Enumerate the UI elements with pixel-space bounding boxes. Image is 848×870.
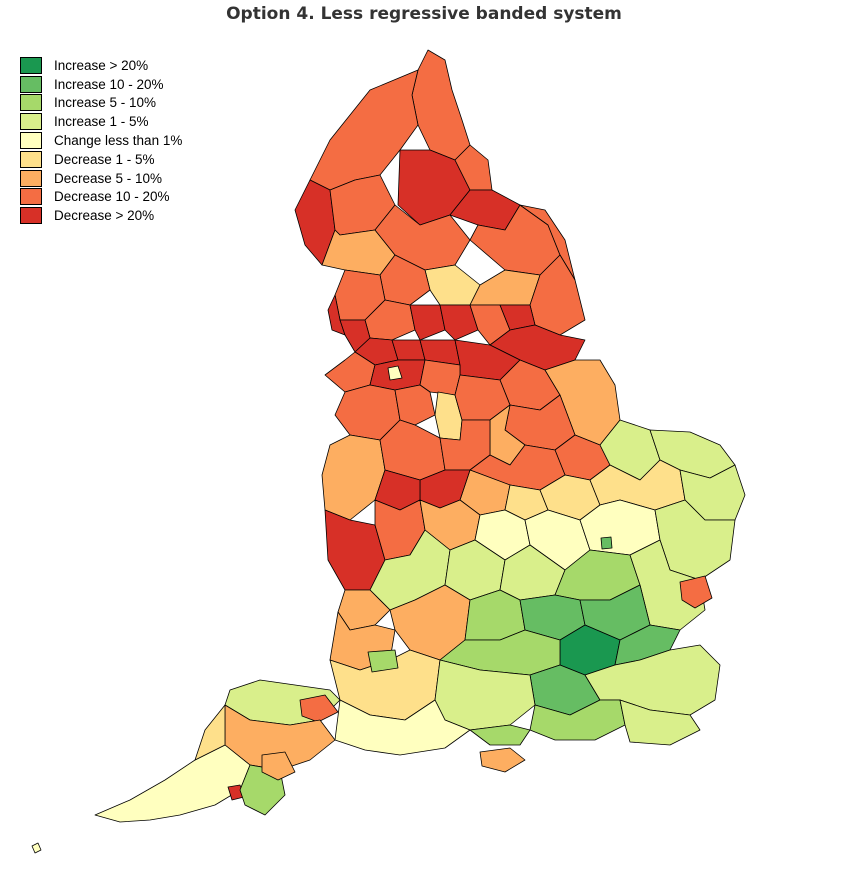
region-blackpool — [327, 294, 346, 336]
region-harrogate — [424, 264, 481, 306]
legend-label: Decrease 10 - 20% — [54, 189, 170, 205]
legend-label: Decrease 1 - 5% — [54, 151, 155, 167]
region-isles-of-scilly — [31, 842, 42, 854]
region-ryedale — [469, 269, 541, 306]
legend-item-decrease-5-10: Decrease 5 - 10% — [20, 169, 182, 188]
legend-item-change-less-than-1: Change less than 1% — [20, 131, 182, 150]
legend-item-increase-10-20: Increase 10 - 20% — [20, 75, 182, 94]
region-dorset — [334, 699, 471, 756]
legend-label: Increase 5 - 10% — [54, 95, 157, 111]
legend-item-increase-over-20: Increase > 20% — [20, 56, 182, 75]
legend-item-decrease-10-20: Decrease 10 - 20% — [20, 188, 182, 207]
region-kent — [584, 644, 721, 716]
region-stockport — [394, 384, 436, 426]
legend-label: Increase 10 - 20% — [54, 76, 164, 92]
region-bolton-small — [387, 365, 403, 381]
legend-label: Decrease 5 - 10% — [54, 170, 163, 186]
legend-item-increase-1-5: Increase 1 - 5% — [20, 112, 182, 131]
region-isle-of-wight — [479, 747, 526, 773]
region-leeds — [439, 304, 479, 341]
legend-swatch — [20, 150, 42, 168]
region-taunton — [299, 694, 339, 723]
map-title: Option 4. Less regressive banded system — [226, 4, 622, 24]
legend-label: Increase > 20% — [54, 57, 149, 73]
legend-swatch — [20, 169, 42, 187]
legend-swatch — [20, 94, 42, 112]
legend-swatch — [20, 75, 42, 93]
legend-swatch — [20, 56, 42, 74]
legend-label: Decrease > 20% — [54, 208, 155, 224]
region-torbay — [261, 751, 296, 781]
region-tendring — [679, 575, 713, 609]
legend-swatch — [20, 113, 42, 131]
region-new-forest — [469, 724, 531, 746]
region-cornwall-east — [194, 704, 226, 761]
region-cornwall — [94, 744, 251, 823]
region-mid-suffolk-dot — [600, 536, 613, 550]
legend-item-decrease-1-5: Decrease 1 - 5% — [20, 150, 182, 169]
legend-swatch — [20, 132, 42, 150]
legend-swatch — [20, 207, 42, 225]
region-east-sussex — [619, 699, 701, 746]
legend-item-increase-5-10: Increase 5 - 10% — [20, 94, 182, 113]
region-bradford — [409, 304, 446, 341]
region-tyne-wear — [454, 144, 493, 191]
region-northumberland — [411, 49, 471, 161]
legend-label: Change less than 1% — [54, 133, 183, 149]
region-mendip-green — [367, 649, 399, 673]
legend-swatch — [20, 188, 42, 206]
legend-item-decrease-over-20: Decrease > 20% — [20, 206, 182, 225]
region-calderdale — [391, 339, 426, 361]
legend: Increase > 20% Increase 10 - 20% Increas… — [20, 56, 182, 225]
legend-label: Increase 1 - 5% — [54, 114, 149, 130]
